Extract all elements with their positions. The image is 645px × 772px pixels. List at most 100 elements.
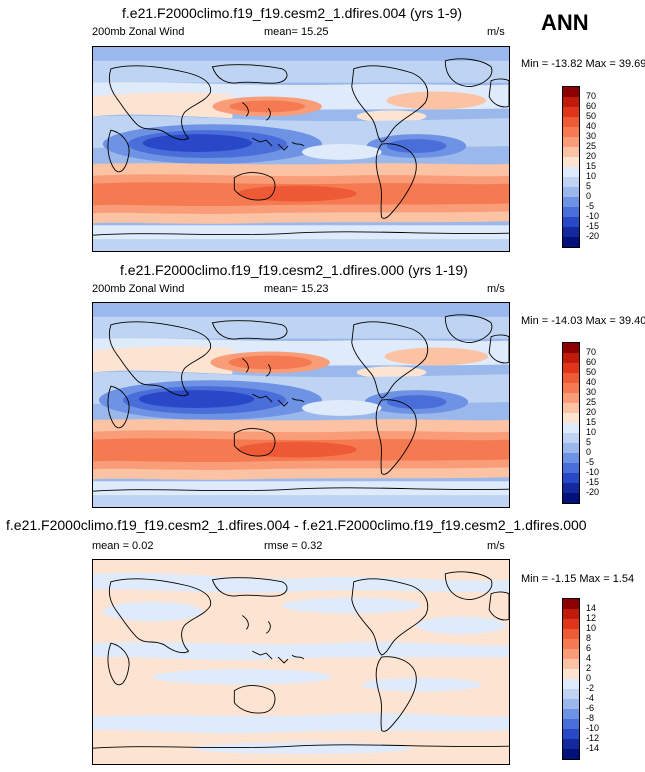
colorbar-swatch xyxy=(563,87,579,97)
colorbar-swatch xyxy=(563,649,579,659)
colorbar-tick-label: -14 xyxy=(586,743,600,753)
colorbar-swatch xyxy=(563,363,579,373)
colorbar-tick-label: 20 xyxy=(586,407,597,417)
colorbar-swatch xyxy=(563,353,579,363)
colorbar-swatch xyxy=(563,207,579,217)
colorbar-swatch xyxy=(563,237,579,247)
panel3-mean-label: mean = 0.02 xyxy=(92,540,154,552)
colorbar-tick-label: 4 xyxy=(586,653,592,663)
panel2-mean-label: mean= 15.23 xyxy=(264,283,329,295)
season-label: ANN xyxy=(541,10,589,35)
colorbar-swatch xyxy=(563,187,579,197)
colorbar-tick-label: 40 xyxy=(586,377,597,387)
colorbar-tick-label: 10 xyxy=(586,623,597,633)
panel2-variable-label: 200mb Zonal Wind xyxy=(92,283,185,295)
panel1-colorbar xyxy=(562,86,580,248)
colorbar-tick-label: -20 xyxy=(586,231,600,241)
colorbar-swatch xyxy=(563,709,579,719)
colorbar-tick-label: 70 xyxy=(586,91,597,101)
colorbar-swatch xyxy=(563,699,579,709)
colorbar-swatch xyxy=(563,619,579,629)
colorbar-swatch xyxy=(563,137,579,147)
colorbar-swatch xyxy=(563,599,579,609)
colorbar-swatch xyxy=(563,659,579,669)
colorbar-swatch xyxy=(563,383,579,393)
colorbar-tick-label: 50 xyxy=(586,367,597,377)
panel2-units: m/s xyxy=(487,283,505,295)
colorbar-swatch xyxy=(563,217,579,227)
panel1-minmax: Min = -13.82 Max = 39.69 xyxy=(521,58,645,70)
panel2-colorbar xyxy=(562,342,580,504)
colorbar-swatch xyxy=(563,463,579,473)
panel1-map xyxy=(92,46,510,252)
panel1-contour-map xyxy=(93,47,509,251)
colorbar-swatch xyxy=(563,97,579,107)
colorbar-swatch xyxy=(563,227,579,237)
colorbar-swatch xyxy=(563,393,579,403)
colorbar-tick-label: -15 xyxy=(586,477,600,487)
colorbar-tick-label: -20 xyxy=(586,487,600,497)
colorbar-tick-label: -5 xyxy=(586,457,595,467)
colorbar-swatch xyxy=(563,739,579,749)
colorbar-swatch xyxy=(563,413,579,423)
colorbar-tick-label: 5 xyxy=(586,181,592,191)
panel3-colorbar-segments xyxy=(563,599,579,759)
colorbar-swatch xyxy=(563,157,579,167)
colorbar-tick-label: 40 xyxy=(586,121,597,131)
colorbar-swatch xyxy=(563,473,579,483)
colorbar-swatch xyxy=(563,117,579,127)
colorbar-swatch xyxy=(563,167,579,177)
colorbar-swatch xyxy=(563,443,579,453)
colorbar-tick-label: -4 xyxy=(586,693,595,703)
colorbar-tick-label: 25 xyxy=(586,397,597,407)
panel3-colorbar xyxy=(562,598,580,760)
colorbar-swatch xyxy=(563,749,579,759)
colorbar-tick-label: -10 xyxy=(586,467,600,477)
panel3-minmax: Min = -1.15 Max = 1.54 xyxy=(521,573,635,585)
colorbar-swatch xyxy=(563,107,579,117)
panel1-variable-label: 200mb Zonal Wind xyxy=(92,26,185,38)
colorbar-swatch xyxy=(563,679,579,689)
colorbar-tick-label: 8 xyxy=(586,633,592,643)
colorbar-tick-label: 20 xyxy=(586,151,597,161)
colorbar-tick-label: 5 xyxy=(586,437,592,447)
colorbar-swatch xyxy=(563,629,579,639)
colorbar-swatch xyxy=(563,689,579,699)
panel3-title: f.e21.F2000climo.f19_f19.cesm2_1.dfires.… xyxy=(6,517,587,533)
panel1-colorbar-segments xyxy=(563,87,579,247)
colorbar-tick-label: -10 xyxy=(586,211,600,221)
colorbar-tick-label: -5 xyxy=(586,201,595,211)
panel3-map xyxy=(92,559,510,765)
panel2-minmax: Min = -14.03 Max = 39.40 xyxy=(521,315,645,327)
colorbar-tick-label: -8 xyxy=(586,713,595,723)
colorbar-swatch xyxy=(563,719,579,729)
colorbar-tick-label: 25 xyxy=(586,141,597,151)
colorbar-swatch xyxy=(563,639,579,649)
colorbar-tick-label: -2 xyxy=(586,683,595,693)
colorbar-swatch xyxy=(563,423,579,433)
colorbar-tick-label: 30 xyxy=(586,131,597,141)
colorbar-tick-label: 60 xyxy=(586,357,597,367)
colorbar-swatch xyxy=(563,177,579,187)
panel3-contour-map xyxy=(93,560,509,764)
colorbar-tick-label: 2 xyxy=(586,663,592,673)
colorbar-tick-label: 15 xyxy=(586,417,597,427)
colorbar-swatch xyxy=(563,197,579,207)
colorbar-tick-label: -15 xyxy=(586,221,600,231)
colorbar-tick-label: 70 xyxy=(586,347,597,357)
panel1-units: m/s xyxy=(487,26,505,38)
colorbar-tick-label: 0 xyxy=(586,447,592,457)
panel2-colorbar-segments xyxy=(563,343,579,503)
panel3-units: m/s xyxy=(487,540,505,552)
colorbar-swatch xyxy=(563,373,579,383)
colorbar-swatch xyxy=(563,453,579,463)
colorbar-tick-label: 14 xyxy=(586,603,597,613)
colorbar-swatch xyxy=(563,669,579,679)
colorbar-tick-label: 6 xyxy=(586,643,592,653)
panel3-rmse-label: rmse = 0.32 xyxy=(264,540,323,552)
colorbar-tick-label: 12 xyxy=(586,613,597,623)
colorbar-tick-label: 10 xyxy=(586,427,597,437)
colorbar-tick-label: 15 xyxy=(586,161,597,171)
panel2-map xyxy=(92,302,510,508)
colorbar-tick-label: 0 xyxy=(586,673,592,683)
